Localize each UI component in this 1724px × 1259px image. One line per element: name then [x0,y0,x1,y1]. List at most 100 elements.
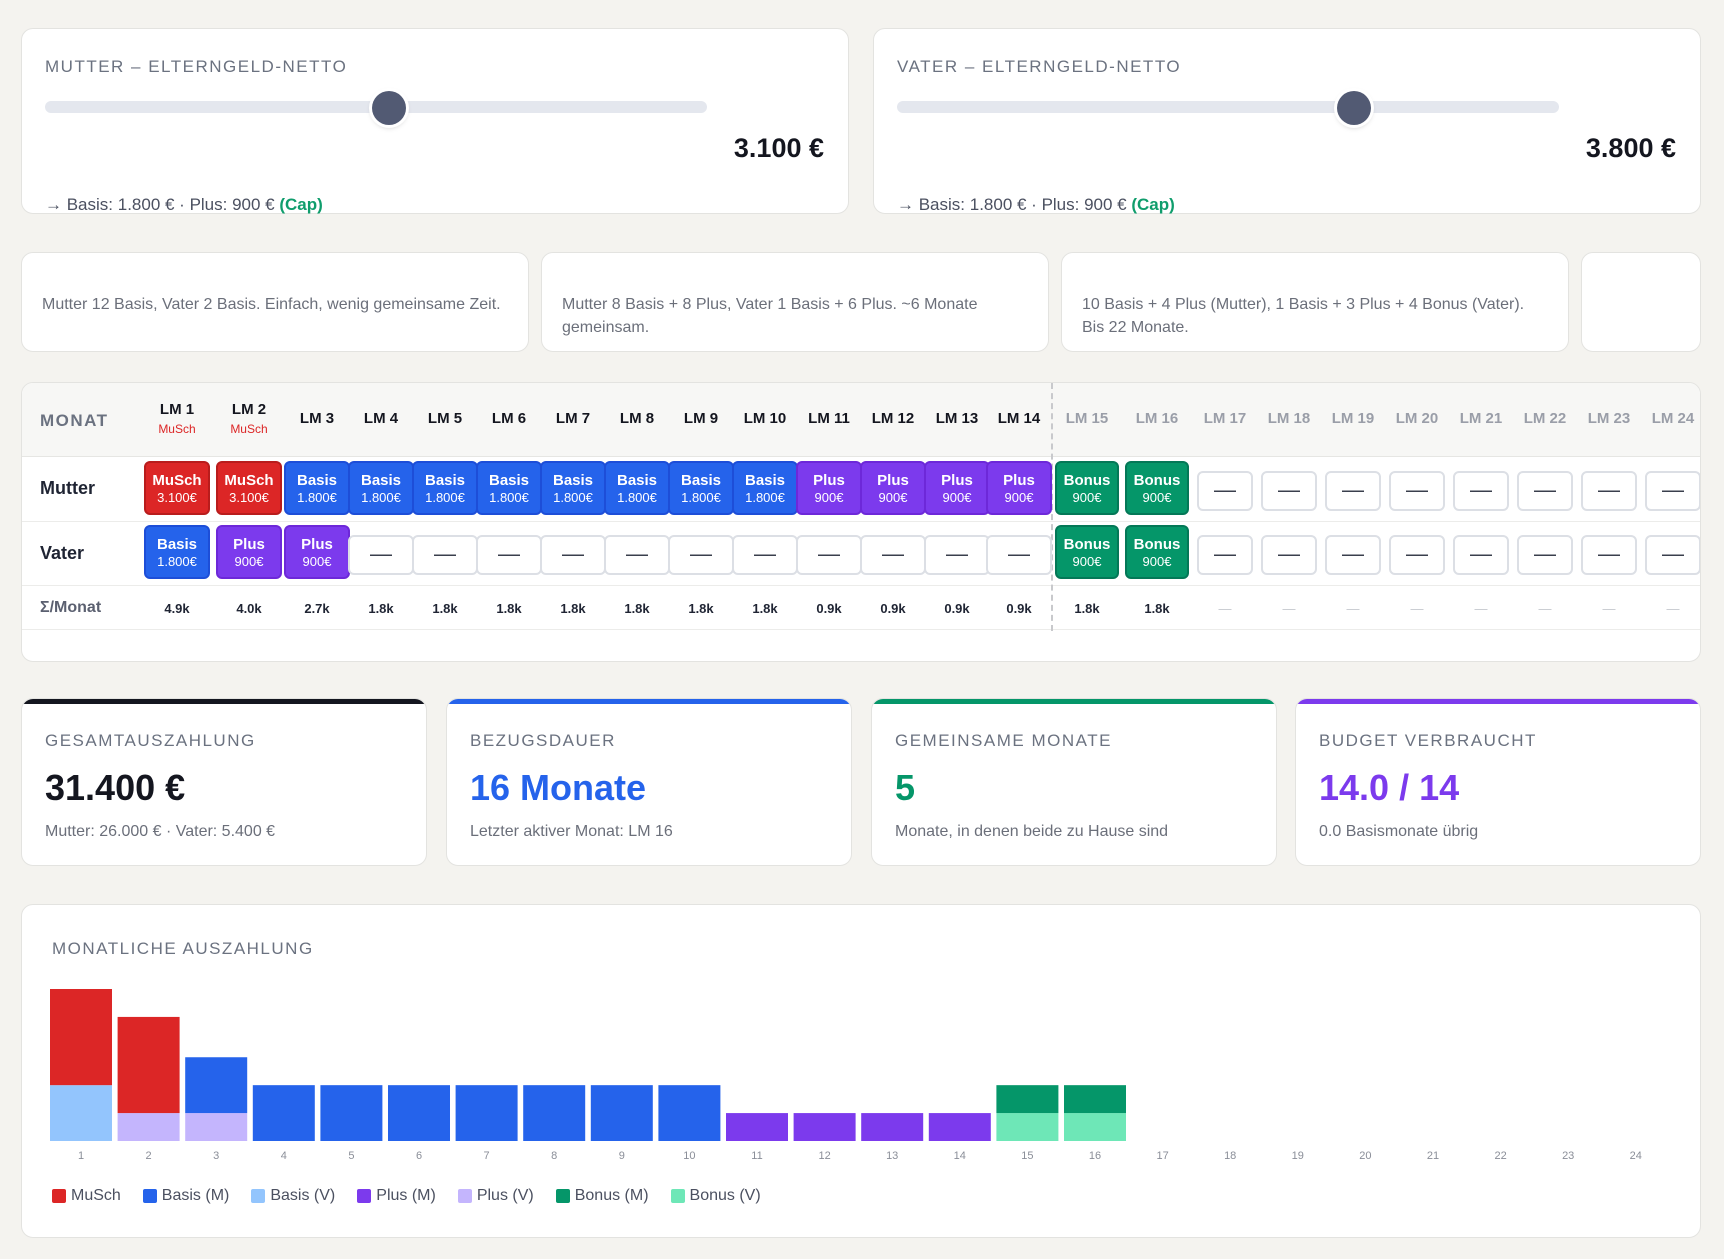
month-header: LM 8 [604,410,670,427]
cell-type: — [1214,541,1236,566]
plan-cell-empty[interactable]: — [540,535,606,575]
month-header: LM 23 [1576,410,1642,427]
plan-cell-empty[interactable]: — [476,535,542,575]
plan-cell-empty[interactable]: — [1261,471,1317,511]
plan-cell-empty[interactable]: — [1645,535,1700,575]
bar-segment [50,989,112,1086]
plan-cell-plus[interactable]: Plus 900€ [216,525,282,579]
cell-type: — [1470,477,1492,502]
plan-cell-empty[interactable]: — [412,535,478,575]
plan-cell-empty[interactable]: — [1453,471,1509,511]
plan-cell-empty[interactable]: — [796,535,862,575]
plan-cell-basis[interactable]: Basis 1.800€ [540,461,606,515]
plan-cell-empty[interactable]: — [732,535,798,575]
month-header: LM 6 [476,410,542,427]
plan-cell-empty[interactable]: — [604,535,670,575]
cell-type: — [1406,477,1428,502]
plan-cell-basis[interactable]: Basis 1.800€ [732,461,798,515]
plan-cell-empty[interactable]: — [1581,535,1637,575]
plan-cell-empty[interactable]: — [860,535,926,575]
plan-cell-empty[interactable]: — [348,535,414,575]
cell-type: — [1470,541,1492,566]
month-sum: 1.8k [432,601,458,616]
plan-cell-plus[interactable]: Plus 900€ [924,461,990,515]
plan-cell-empty[interactable]: — [924,535,990,575]
slider-thumb[interactable] [1336,91,1371,125]
plan-cell-empty[interactable]: — [1581,471,1637,511]
plan-cell-basis[interactable]: Basis 1.800€ [284,461,350,515]
cell-type: Basis [488,472,530,489]
month-sub-label: MuSch [158,422,196,436]
cell-type: — [1406,541,1428,566]
cell-type: Bonus [1133,472,1181,489]
stat-sub: Letzter aktiver Monat: LM 16 [470,823,673,840]
plan-cell-basis[interactable]: Basis 1.800€ [412,461,478,515]
slider-sub: → Basis: 1.800 € · Plus: 900 € (Cap) [45,195,323,215]
legend-swatch [457,1189,472,1203]
bar-segment [523,1085,586,1141]
cell-type: — [1534,477,1556,502]
cell-type: Bonus [1133,536,1181,553]
plan-cell-empty[interactable]: — [1389,471,1445,511]
slider-track[interactable] [897,101,1559,113]
plan-cell-empty[interactable]: — [1517,535,1573,575]
cell-amount: 900€ [234,554,264,569]
plan-cell-musch[interactable]: MuSch 3.100€ [216,461,282,515]
plan-cell-empty[interactable]: — [1197,535,1253,575]
plan-cell-empty[interactable]: — [668,535,734,575]
legend-item: Plus (V) [457,1187,534,1205]
stat-accent-bar [1296,699,1700,704]
plan-cell-plus[interactable]: Plus 900€ [284,525,350,579]
plan-cell-plus[interactable]: Plus 900€ [796,461,862,515]
sum-label: Σ/Monat [40,599,102,616]
cell-type: Plus [301,536,333,553]
slider-thumb[interactable] [372,91,407,125]
plan-cell-basis[interactable]: Basis 1.800€ [476,461,542,515]
month-sum: 1.8k [1144,601,1170,616]
month-header: LM 14 [986,410,1052,427]
plan-cell-empty[interactable]: — [1645,471,1700,511]
stat-label: BEZUGSDAUER [470,731,616,750]
month-label: LM 6 [491,410,527,427]
plan-cell-empty[interactable]: — [1197,471,1253,511]
plan-cell-basis[interactable]: Basis 1.800€ [668,461,734,515]
plan-cell-bonus[interactable]: Bonus 900€ [1125,461,1189,515]
preset-card-3[interactable]: 10 Basis + 4 Plus (Mutter), 1 Basis + 3 … [1061,252,1569,352]
cell-amount: 900€ [1004,490,1034,505]
plan-cell-plus[interactable]: Plus 900€ [986,461,1052,515]
month-label: LM 15 [1065,410,1109,427]
month-sum: 2.7k [304,601,330,616]
plan-cell-basis[interactable]: Basis 1.800€ [144,525,210,579]
x-tick-label: 2 [146,1150,152,1162]
bar-segment [928,1113,991,1141]
plan-cell-empty[interactable]: — [1453,535,1509,575]
plan-cell-empty[interactable]: — [1517,471,1573,511]
plan-cell-plus[interactable]: Plus 900€ [860,461,926,515]
plan-cell-bonus[interactable]: Bonus 900€ [1125,525,1189,579]
plan-cell-empty[interactable]: — [1261,535,1317,575]
month-header: LM 21 [1448,410,1514,427]
plan-cell-empty[interactable]: — [1325,535,1381,575]
preset-card-2[interactable]: Mutter 8 Basis + 8 Plus, Vater 1 Basis +… [541,252,1049,352]
x-tick-label: 1 [78,1150,84,1162]
plan-cell-empty[interactable]: — [986,535,1052,575]
plan-cell-musch[interactable]: MuSch 3.100€ [144,461,210,515]
x-tick-label: 9 [619,1150,625,1162]
plan-cell-empty[interactable]: — [1325,471,1381,511]
stat-value: 5 [895,767,916,808]
month-sum: 1.8k [624,601,650,616]
cell-amount: 1.800€ [553,490,593,505]
plan-cell-empty[interactable]: — [1389,535,1445,575]
plan-cell-basis[interactable]: Basis 1.800€ [604,461,670,515]
plan-cell-bonus[interactable]: Bonus 900€ [1055,525,1119,579]
legend-swatch [555,1189,570,1203]
preset-card-1[interactable]: Mutter 12 Basis, Vater 2 Basis. Einfach,… [21,252,529,352]
month-label: LM 22 [1523,410,1567,427]
cell-type: Basis [616,472,658,489]
legend-swatch [670,1189,685,1203]
plan-cell-basis[interactable]: Basis 1.800€ [348,461,414,515]
plan-cell-bonus[interactable]: Bonus 900€ [1055,461,1119,515]
cell-type: — [1662,477,1684,502]
preset-card-4[interactable] [1581,252,1701,352]
bar-segment [388,1085,450,1141]
